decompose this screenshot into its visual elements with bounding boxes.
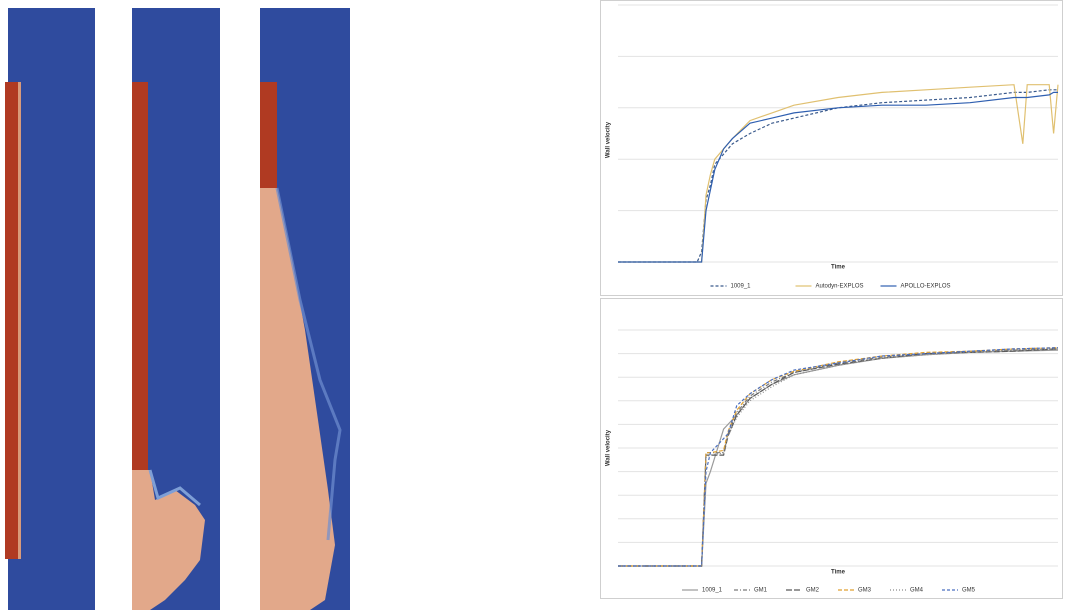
legend-label: GM2 [806, 588, 820, 594]
legend-label: APOLLO-EXPLOS [901, 284, 951, 290]
figure: Time Wall velocity 1009_1 Autodyn-EXPLOS APO… [0, 0, 1065, 613]
explosive [132, 82, 148, 482]
legend-label: GM3 [858, 588, 872, 594]
fluid [8, 8, 95, 610]
legend-label: GM5 [962, 588, 976, 594]
legend-label: Autodyn-EXPLOS [816, 284, 864, 290]
simulation-panel [5, 8, 95, 610]
x-axis-label: Time [831, 570, 846, 576]
x-axis-label: Time [831, 265, 846, 271]
legend-label: GM4 [910, 588, 924, 594]
legend-label: 1009_1 [731, 284, 752, 290]
legend-label: 1009_1 [702, 588, 723, 594]
simulation-panel [260, 8, 350, 610]
explosive [260, 82, 277, 188]
explosive [5, 82, 20, 559]
legend-label: GM1 [754, 588, 768, 594]
simulation-panel [132, 8, 220, 610]
wall [18, 82, 21, 559]
y-axis-label: Wall velocity [606, 121, 612, 158]
y-axis-label: Wall velocity [606, 429, 612, 466]
